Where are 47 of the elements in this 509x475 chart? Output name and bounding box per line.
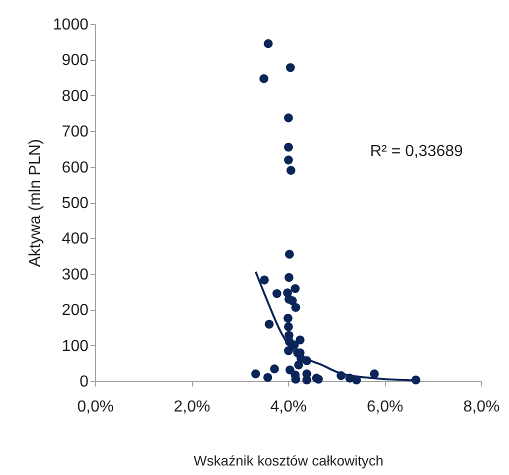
point: [270, 364, 279, 374]
point: [411, 375, 420, 384]
point: [284, 250, 294, 259]
x-tick-label: 6,0%: [366, 398, 404, 416]
point: [284, 113, 293, 122]
point: [284, 273, 294, 282]
point: [284, 142, 293, 152]
point: [264, 320, 274, 329]
point: [352, 375, 361, 384]
y-axis-title: Aktywa (mln PLN): [26, 138, 44, 268]
point: [290, 284, 300, 293]
x-tick-label: 2,0%: [174, 398, 210, 416]
x-tick-label: 4,0%: [270, 398, 307, 416]
y-tick-label: 700: [62, 124, 89, 141]
y-tick-label: 1000: [52, 16, 89, 34]
x-axis-title: Wskaźnik kosztów całkowitych: [194, 452, 384, 468]
y-tick-label: 500: [62, 195, 89, 212]
point: [284, 346, 293, 356]
point: [290, 340, 299, 350]
point: [284, 156, 293, 164]
y-tick-label: 900: [62, 52, 89, 70]
y-tick-label: 0: [80, 374, 89, 390]
x-tick-label: 0,0%: [77, 398, 114, 416]
point: [272, 289, 282, 298]
y-tick-label: 100: [62, 338, 89, 355]
point: [286, 166, 296, 175]
point: [251, 369, 260, 378]
point: [291, 302, 300, 312]
point: [286, 63, 295, 72]
point: [259, 74, 268, 84]
annotation: R² = 0,33689: [370, 143, 464, 160]
point: [260, 276, 269, 284]
point: [284, 314, 292, 323]
y-tick-label: 600: [62, 159, 89, 176]
point: [263, 372, 272, 382]
point: [264, 39, 273, 48]
point: [294, 360, 304, 370]
y-tick-label: 300: [62, 266, 89, 284]
point: [370, 369, 379, 378]
y-tick-label: 400: [62, 230, 89, 248]
y-tick-label: 200: [62, 302, 89, 320]
x-tick-label: 8,0%: [463, 398, 500, 416]
point: [302, 356, 312, 366]
y-tick-label: 800: [62, 88, 89, 105]
point: [284, 322, 293, 332]
point: [336, 371, 346, 380]
point: [296, 335, 305, 344]
